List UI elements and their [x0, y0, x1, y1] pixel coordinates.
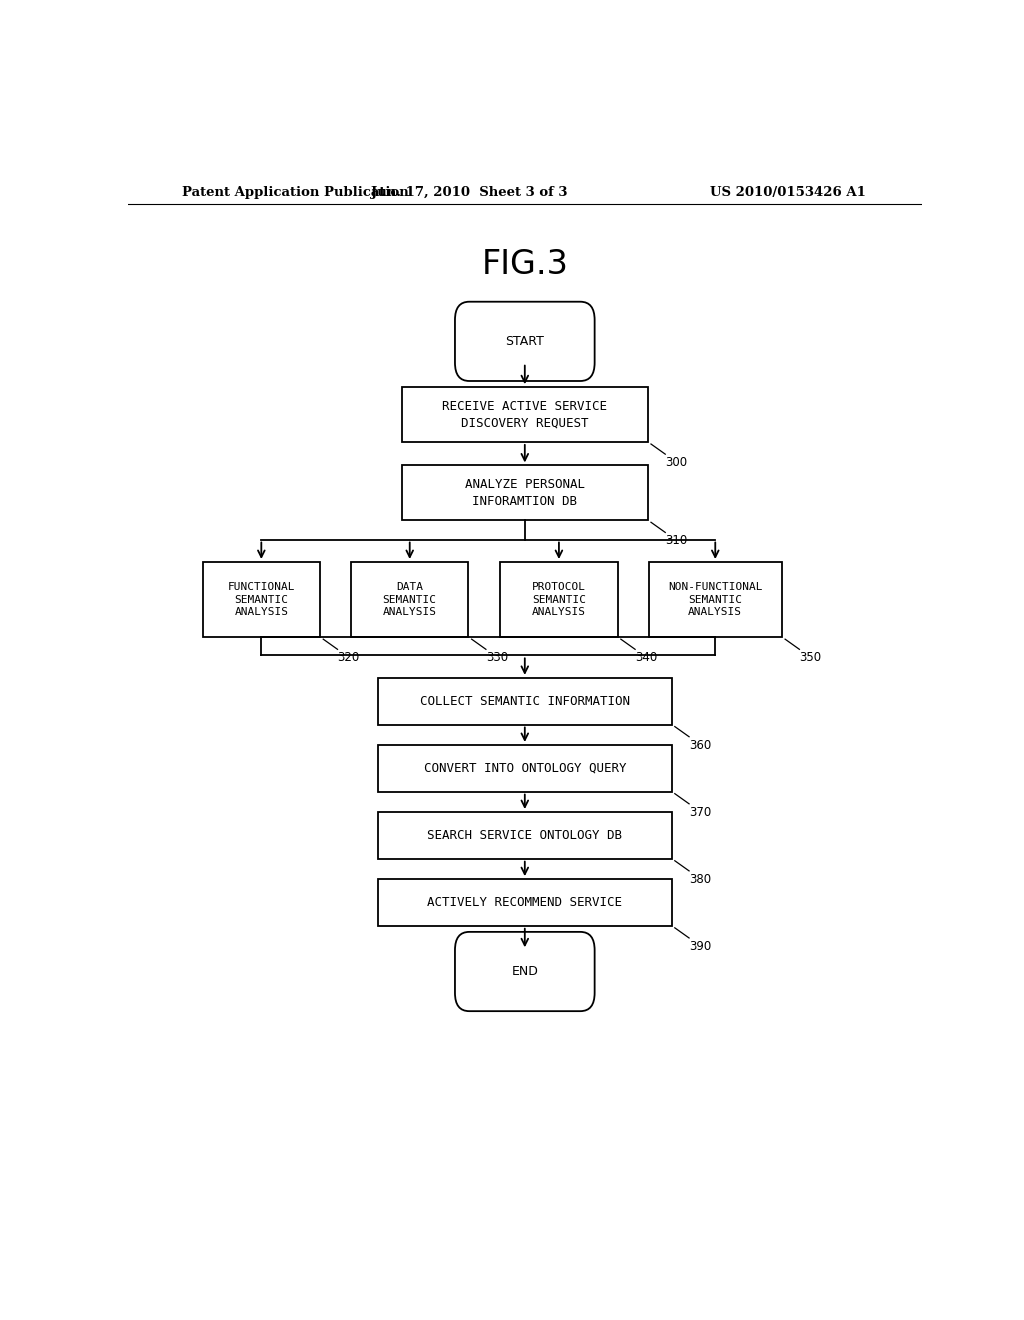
Text: START: START [506, 335, 544, 348]
Text: RECEIVE ACTIVE SERVICE
DISCOVERY REQUEST: RECEIVE ACTIVE SERVICE DISCOVERY REQUEST [442, 400, 607, 429]
Text: CONVERT INTO ONTOLOGY QUERY: CONVERT INTO ONTOLOGY QUERY [424, 762, 626, 775]
Bar [351, 562, 468, 638]
Text: FUNCTIONAL
SEMANTIC
ANALYSIS: FUNCTIONAL SEMANTIC ANALYSIS [227, 582, 295, 618]
Text: 330: 330 [486, 651, 508, 664]
FancyBboxPatch shape [455, 302, 595, 381]
Text: END: END [511, 965, 539, 978]
Bar [378, 879, 672, 925]
Text: 390: 390 [689, 940, 712, 953]
Text: 340: 340 [635, 651, 657, 664]
Bar [378, 677, 672, 725]
Bar [203, 562, 321, 638]
Bar [378, 744, 672, 792]
Text: Patent Application Publication: Patent Application Publication [182, 186, 409, 199]
Text: Jun. 17, 2010  Sheet 3 of 3: Jun. 17, 2010 Sheet 3 of 3 [371, 186, 567, 199]
Text: COLLECT SEMANTIC INFORMATION: COLLECT SEMANTIC INFORMATION [420, 694, 630, 708]
FancyBboxPatch shape [455, 932, 595, 1011]
Bar [648, 562, 782, 638]
Text: ACTIVELY RECOMMEND SERVICE: ACTIVELY RECOMMEND SERVICE [427, 896, 623, 909]
Text: 370: 370 [689, 805, 712, 818]
Text: ANALYZE PERSONAL
INFORAMTION DB: ANALYZE PERSONAL INFORAMTION DB [465, 478, 585, 508]
Text: NON-FUNCTIONAL
SEMANTIC
ANALYSIS: NON-FUNCTIONAL SEMANTIC ANALYSIS [668, 582, 763, 618]
Text: 300: 300 [666, 457, 687, 469]
Text: 320: 320 [338, 651, 359, 664]
Bar [378, 812, 672, 859]
Text: 310: 310 [666, 535, 687, 548]
Bar [401, 466, 648, 520]
Text: US 2010/0153426 A1: US 2010/0153426 A1 [711, 186, 866, 199]
Bar [401, 387, 648, 442]
Text: 360: 360 [689, 739, 712, 752]
Text: FIG.3: FIG.3 [481, 248, 568, 281]
Text: 380: 380 [689, 873, 712, 886]
Text: DATA
SEMANTIC
ANALYSIS: DATA SEMANTIC ANALYSIS [383, 582, 436, 618]
Text: 350: 350 [800, 651, 821, 664]
Text: SEARCH SERVICE ONTOLOGY DB: SEARCH SERVICE ONTOLOGY DB [427, 829, 623, 842]
Bar [500, 562, 617, 638]
Text: PROTOCOL
SEMANTIC
ANALYSIS: PROTOCOL SEMANTIC ANALYSIS [531, 582, 586, 618]
